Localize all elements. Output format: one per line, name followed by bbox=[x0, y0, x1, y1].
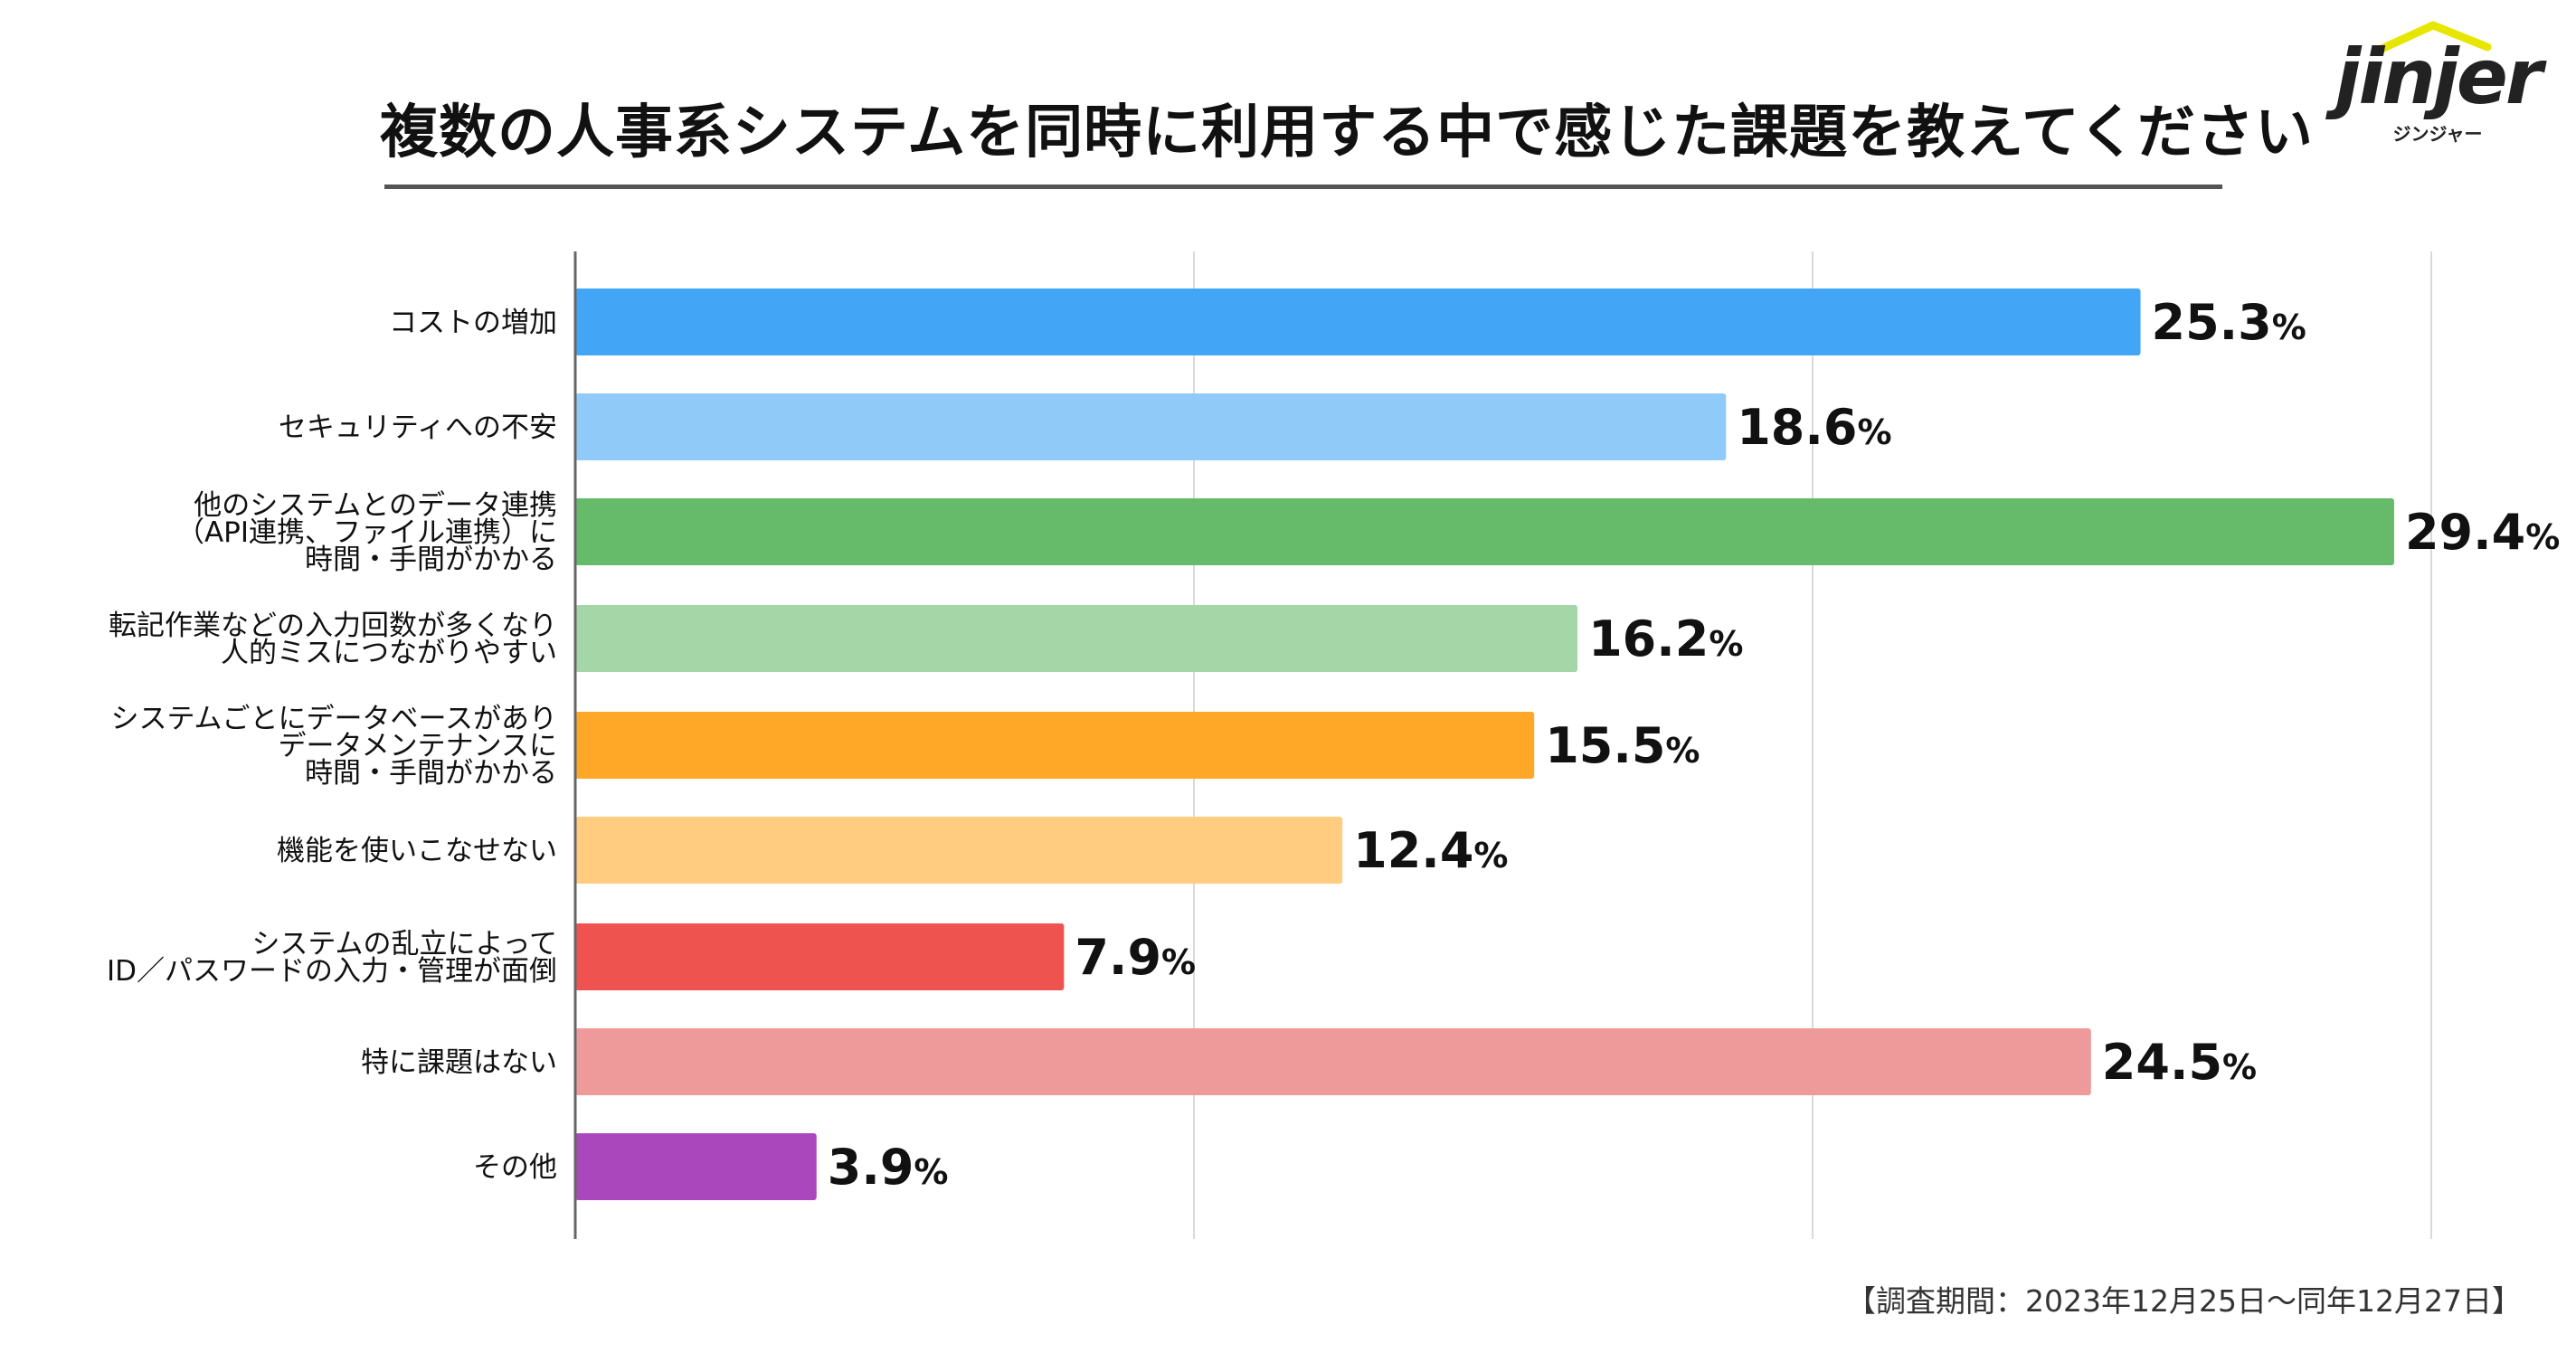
bar bbox=[575, 498, 2394, 565]
value-label: 16.2% bbox=[1588, 610, 1743, 667]
bar bbox=[575, 605, 1578, 672]
bar bbox=[575, 289, 2141, 355]
value-label: 15.5% bbox=[1545, 717, 1700, 774]
value-label: 24.5% bbox=[2102, 1034, 2257, 1091]
brand-logo: jinjer ジンジャー bbox=[2325, 20, 2551, 147]
bar bbox=[575, 1133, 817, 1200]
category-label: 転記作業などの入力回数が多くなり人的ミスにつながりやすい bbox=[109, 610, 557, 669]
bar bbox=[575, 712, 1535, 779]
value-label: 12.4% bbox=[1353, 822, 1508, 879]
value-label: 3.9% bbox=[828, 1139, 949, 1196]
category-label: システムの乱立によって ID／パスワードの入力・管理が面倒 bbox=[107, 928, 557, 988]
title-underline bbox=[384, 184, 2222, 189]
category-label: コストの増加 bbox=[389, 307, 557, 339]
value-label: 7.9% bbox=[1075, 929, 1196, 986]
value-label: 25.3% bbox=[2152, 294, 2306, 351]
bar bbox=[575, 817, 1343, 884]
logo-roof-mark bbox=[2377, 21, 2492, 53]
category-label: セキュリティへの不安 bbox=[279, 412, 557, 444]
category-label: その他 bbox=[473, 1151, 557, 1184]
bar bbox=[575, 1028, 2091, 1095]
bar bbox=[575, 923, 1065, 990]
category-label: 機能を使いこなせない bbox=[277, 835, 557, 867]
value-label: 18.6% bbox=[1737, 399, 1891, 456]
category-label: 他のシステムとのデータ連携（API連携、ファイル連携）に時間・手間がかかる bbox=[176, 489, 557, 576]
value-label: 29.4% bbox=[2405, 504, 2560, 561]
chart-title: 複数の人事系システムを同時に利用する中で感じた課題を教えてください bbox=[380, 99, 2314, 166]
category-label: 特に課題はない bbox=[361, 1046, 557, 1079]
category-label: システムごとにデータベースがありデータメンテナンスに時間・手間がかかる bbox=[110, 703, 557, 790]
bar bbox=[575, 393, 1727, 460]
logo-wordmark: jinjer bbox=[2334, 33, 2543, 121]
logo-subtext: ジンジャー bbox=[2392, 123, 2483, 145]
survey-period-note: 【調査期間：2023年12月25日〜同年12月27日】 bbox=[1846, 1283, 2522, 1319]
